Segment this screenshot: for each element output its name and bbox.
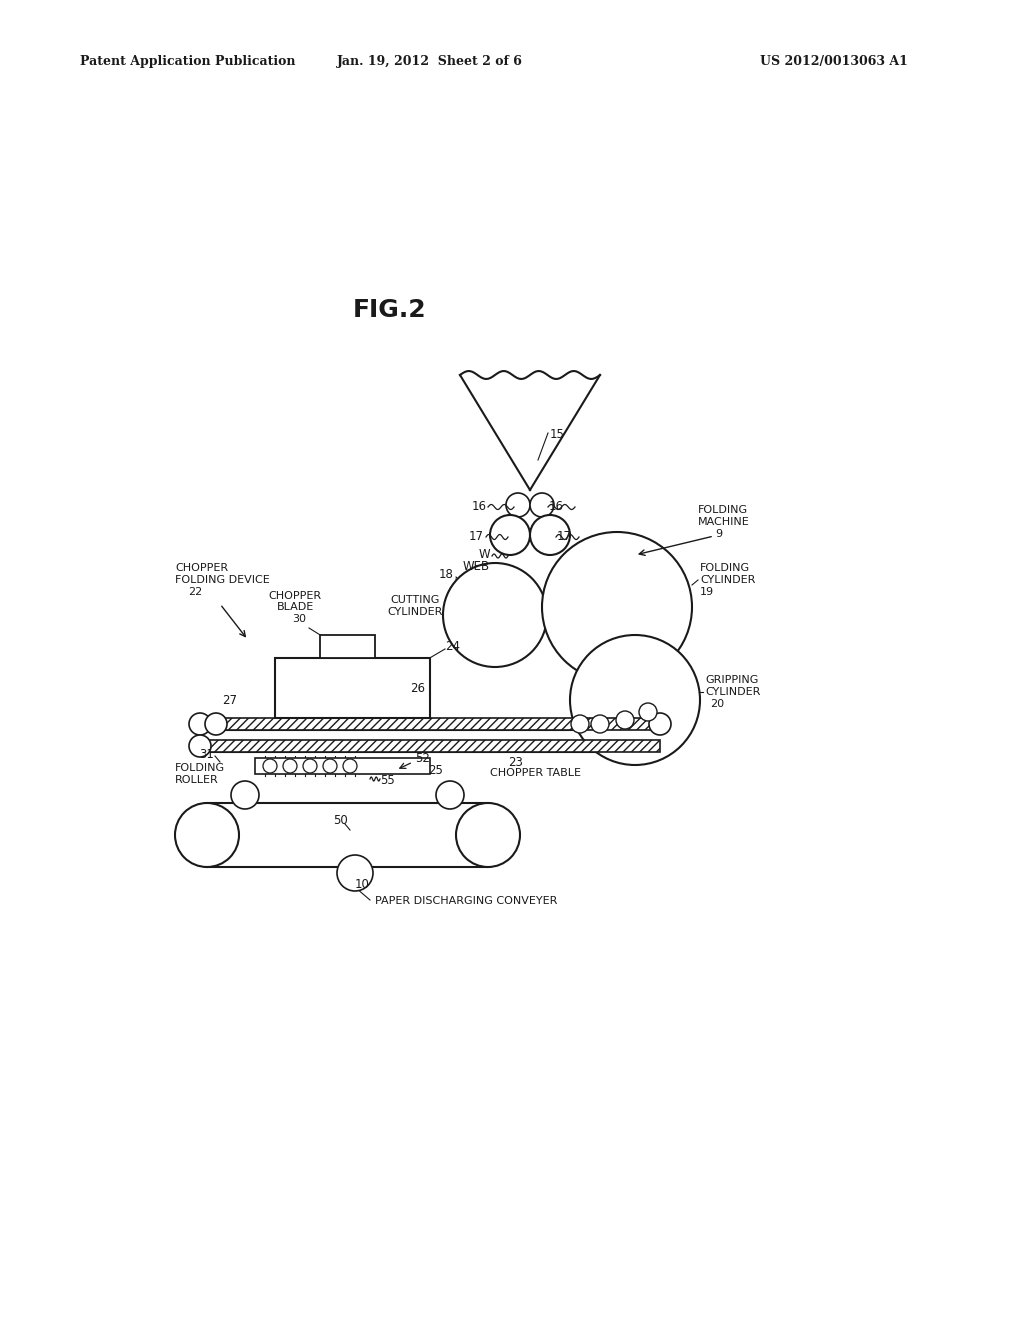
Circle shape bbox=[456, 803, 520, 867]
Circle shape bbox=[571, 715, 589, 733]
Text: CHOPPER TABLE: CHOPPER TABLE bbox=[490, 768, 581, 777]
Text: 22: 22 bbox=[188, 587, 203, 597]
Text: FOLDING: FOLDING bbox=[175, 763, 225, 774]
Circle shape bbox=[205, 713, 227, 735]
Text: 31: 31 bbox=[199, 748, 214, 762]
Text: CYLINDER: CYLINDER bbox=[387, 607, 442, 616]
Circle shape bbox=[591, 715, 609, 733]
Text: 30: 30 bbox=[292, 614, 306, 624]
Text: Jan. 19, 2012  Sheet 2 of 6: Jan. 19, 2012 Sheet 2 of 6 bbox=[337, 55, 523, 69]
Circle shape bbox=[542, 532, 692, 682]
Text: 52: 52 bbox=[415, 751, 430, 764]
Circle shape bbox=[175, 803, 239, 867]
Text: 16: 16 bbox=[472, 500, 487, 513]
Text: CYLINDER: CYLINDER bbox=[705, 686, 761, 697]
Text: CUTTING: CUTTING bbox=[390, 595, 439, 605]
Text: 17: 17 bbox=[557, 531, 572, 544]
Text: 24: 24 bbox=[445, 640, 460, 653]
Text: GRIPPING: GRIPPING bbox=[705, 675, 759, 685]
Text: 18: 18 bbox=[439, 569, 454, 582]
Circle shape bbox=[263, 759, 278, 774]
Text: 50: 50 bbox=[333, 813, 347, 826]
Text: PAPER DISCHARGING CONVEYER: PAPER DISCHARGING CONVEYER bbox=[375, 896, 557, 906]
Text: FIG.2: FIG.2 bbox=[353, 298, 427, 322]
Text: FOLDING DEVICE: FOLDING DEVICE bbox=[175, 576, 269, 585]
Text: Patent Application Publication: Patent Application Publication bbox=[80, 55, 296, 69]
Text: 16: 16 bbox=[549, 500, 564, 513]
Text: US 2012/0013063 A1: US 2012/0013063 A1 bbox=[760, 55, 908, 69]
Circle shape bbox=[189, 713, 211, 735]
Circle shape bbox=[303, 759, 317, 774]
Circle shape bbox=[231, 781, 259, 809]
Circle shape bbox=[506, 492, 530, 517]
Text: 19: 19 bbox=[700, 587, 714, 597]
Text: 23: 23 bbox=[508, 755, 523, 768]
Circle shape bbox=[490, 515, 530, 554]
FancyBboxPatch shape bbox=[255, 758, 430, 774]
Text: 25: 25 bbox=[428, 763, 442, 776]
Circle shape bbox=[189, 735, 211, 756]
Text: 10: 10 bbox=[355, 878, 370, 891]
Text: 55: 55 bbox=[380, 774, 394, 787]
Text: 26: 26 bbox=[410, 681, 425, 694]
Circle shape bbox=[530, 515, 570, 554]
Text: FOLDING: FOLDING bbox=[698, 506, 749, 515]
Circle shape bbox=[323, 759, 337, 774]
Circle shape bbox=[337, 855, 373, 891]
Circle shape bbox=[530, 492, 554, 517]
Text: W: W bbox=[478, 549, 490, 561]
FancyBboxPatch shape bbox=[200, 718, 660, 730]
Text: 20: 20 bbox=[710, 700, 724, 709]
Circle shape bbox=[436, 781, 464, 809]
Text: WEB: WEB bbox=[463, 560, 490, 573]
Text: 9: 9 bbox=[715, 529, 722, 539]
Text: 27: 27 bbox=[222, 693, 237, 706]
FancyBboxPatch shape bbox=[275, 657, 430, 718]
Circle shape bbox=[649, 713, 671, 735]
Text: CYLINDER: CYLINDER bbox=[700, 576, 756, 585]
Circle shape bbox=[616, 711, 634, 729]
Circle shape bbox=[570, 635, 700, 766]
Text: 17: 17 bbox=[469, 531, 484, 544]
Circle shape bbox=[283, 759, 297, 774]
FancyBboxPatch shape bbox=[200, 741, 660, 752]
Text: FOLDING: FOLDING bbox=[700, 564, 751, 573]
Text: MACHINE: MACHINE bbox=[698, 517, 750, 527]
Circle shape bbox=[343, 759, 357, 774]
Text: BLADE: BLADE bbox=[276, 602, 313, 612]
Text: 15: 15 bbox=[550, 429, 565, 441]
Text: CHOPPER: CHOPPER bbox=[175, 564, 228, 573]
Circle shape bbox=[639, 704, 657, 721]
Text: CHOPPER: CHOPPER bbox=[268, 591, 322, 601]
Text: ROLLER: ROLLER bbox=[175, 775, 219, 785]
Circle shape bbox=[443, 564, 547, 667]
FancyBboxPatch shape bbox=[319, 635, 375, 657]
